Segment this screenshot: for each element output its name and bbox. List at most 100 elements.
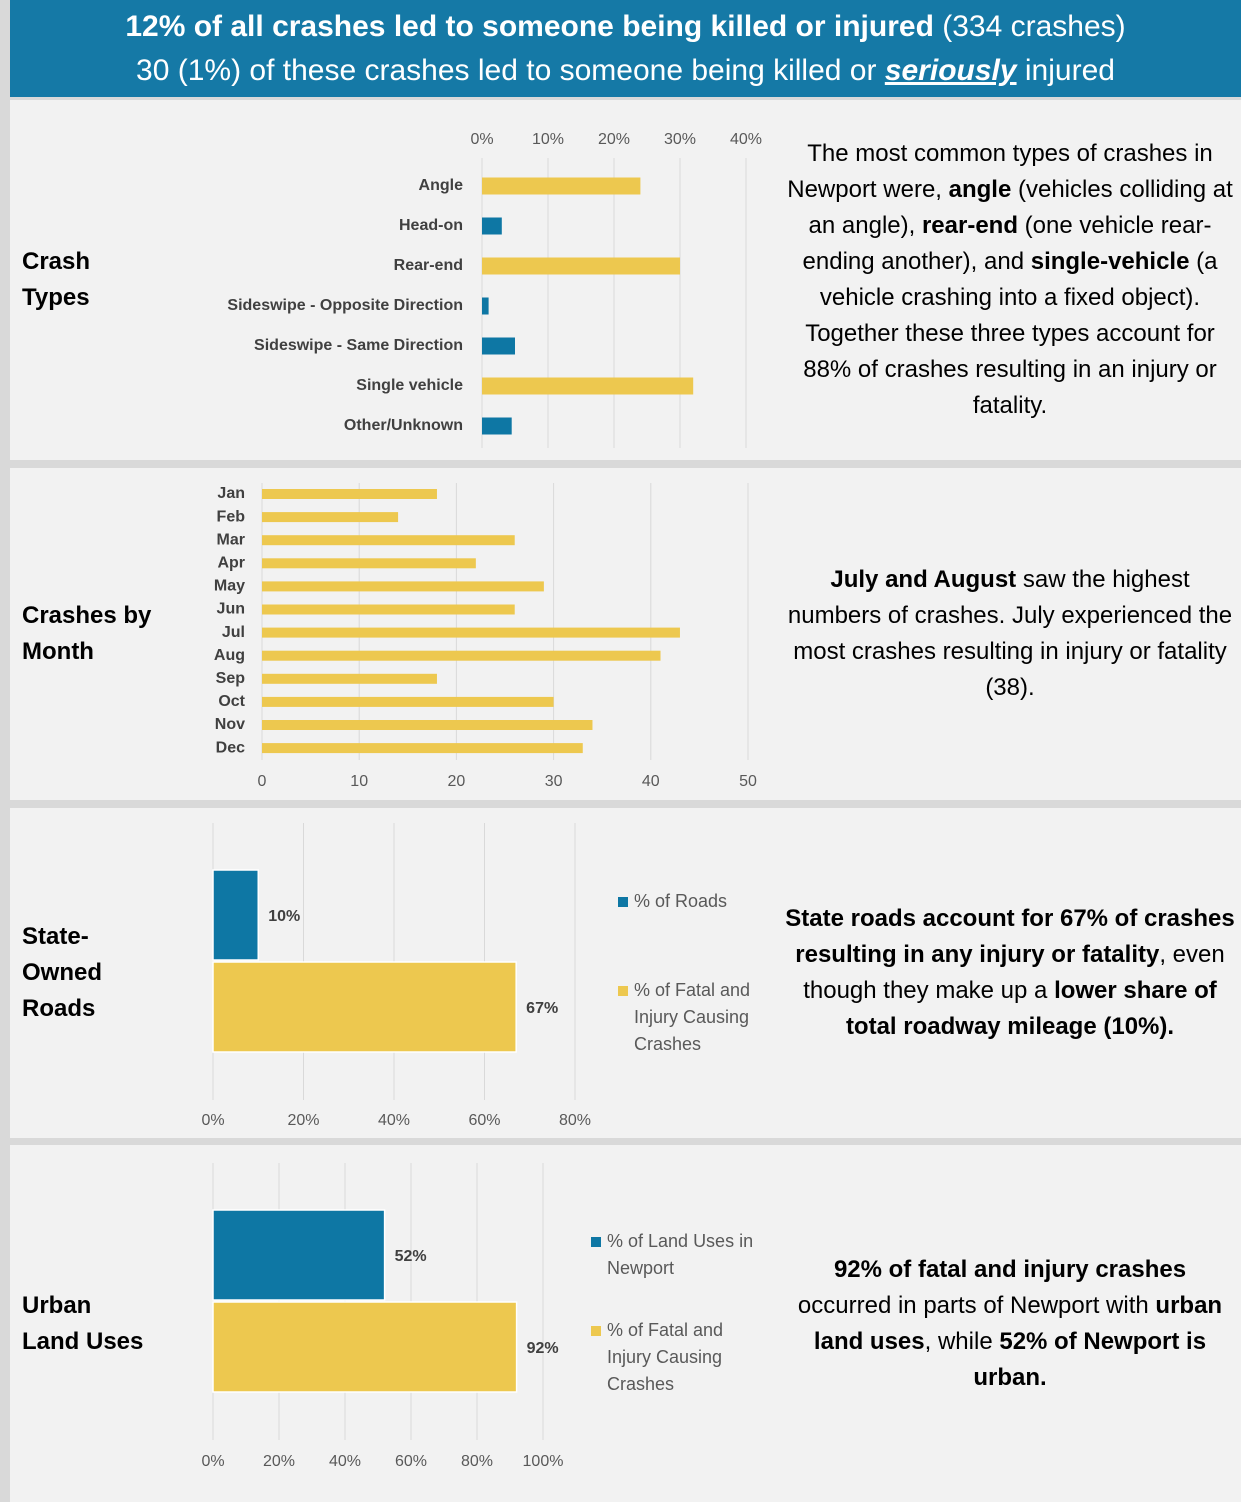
text-run: (vehicles colliding at an angle), (808, 176, 1233, 239)
bar (212, 1301, 518, 1393)
bar (262, 558, 476, 569)
section-text: July and August saw the highest numbers … (785, 468, 1235, 800)
y-tick-label: Aug (214, 647, 245, 664)
legend-swatch (618, 897, 628, 907)
label-line: Month (22, 638, 94, 665)
text-run: 30 (1%) of these crashes led to someone … (136, 54, 885, 87)
label-line: Roads (22, 995, 96, 1022)
label-line: Crashes by (22, 602, 152, 629)
y-tick-label: Other/Unknown (344, 417, 463, 434)
bar (482, 377, 694, 395)
text-run: occurred in parts of Newport with (797, 1291, 1156, 1319)
x-tick-label: 40% (730, 131, 762, 148)
section-label: Crash Types (22, 100, 90, 460)
y-tick-label: Mar (217, 531, 245, 548)
text-run: The most common types of crashes in Newp… (787, 140, 1213, 203)
bar (262, 673, 437, 684)
x-tick-label: 60% (395, 1453, 427, 1470)
text-run: 52% of Newport is urban. (973, 1327, 1207, 1391)
bar (482, 417, 512, 435)
legend-swatch (591, 1237, 601, 1247)
value-label: 10% (268, 908, 300, 925)
bar (212, 961, 517, 1053)
x-tick-label: 40% (378, 1112, 410, 1129)
x-tick-label: 60% (468, 1112, 500, 1129)
x-tick-label: 20% (598, 131, 630, 148)
y-tick-label: Sideswipe - Same Direction (254, 337, 463, 354)
section: Urban Land Uses 92% of fatal and injury cr… (10, 1145, 1241, 1502)
x-tick-label: 40 (642, 773, 660, 790)
y-tick-label: Jul (222, 624, 245, 641)
y-tick-label: Single vehicle (356, 377, 463, 394)
label-line: Types (22, 284, 90, 311)
text-run: Together these three types account for 8… (803, 320, 1217, 419)
y-tick-label: Sideswipe - Opposite Direction (227, 297, 463, 314)
text-run: saw the highest numbers of crashes. July… (787, 566, 1233, 701)
bar (482, 177, 641, 195)
y-tick-label: Dec (216, 739, 245, 756)
legend-item: % of Fatal and Injury Causing Crashes (591, 1317, 771, 1398)
y-tick-label: Nov (215, 716, 245, 733)
text-run: , even though they make up a (803, 941, 1225, 1004)
bar (262, 720, 593, 730)
label-line: Crash (22, 248, 91, 275)
x-tick-label: 30 (545, 773, 563, 790)
x-tick-label: 0% (201, 1453, 224, 1470)
x-tick-label: 20 (448, 773, 466, 790)
text-run: single-vehicle (1030, 248, 1190, 275)
x-tick-label: 0 (258, 773, 267, 790)
bar (262, 512, 399, 523)
bar (262, 627, 680, 638)
legend-label: % of Fatal and Injury Causing Crashes (634, 980, 751, 1054)
bar (262, 696, 554, 707)
bar (482, 257, 680, 275)
x-tick-label: 0% (470, 131, 493, 148)
bar (482, 337, 515, 355)
text-run: (a vehicle crashing into a fixed object)… (819, 248, 1218, 311)
x-tick-label: 20% (287, 1112, 319, 1129)
legend-item: % of Land Uses in Newport (591, 1228, 771, 1282)
section-label: State- Owned Roads (22, 808, 102, 1138)
label-line: State- (22, 923, 89, 950)
y-tick-label: Jun (217, 601, 245, 618)
y-tick-label: Jan (217, 485, 245, 502)
paragraph: The most common types of crashes in Newp… (785, 136, 1235, 316)
value-label: 92% (527, 1340, 559, 1357)
section-text: 92% of fatal and injury crashes occurred… (785, 1145, 1235, 1502)
x-tick-label: 0% (201, 1112, 224, 1129)
section: Crash Types The most common types of crash… (10, 100, 1241, 460)
legend-swatch (618, 986, 628, 996)
legend-label: % of Fatal and Injury Causing Crashes (607, 1320, 724, 1394)
x-tick-label: 80% (461, 1453, 493, 1470)
text-run: rear-end (921, 212, 1019, 239)
section-label: Urban Land Uses (22, 1145, 143, 1502)
bar (482, 217, 502, 235)
x-tick-label: 10 (350, 773, 368, 790)
paragraph: 92% of fatal and injury crashes occurred… (785, 1252, 1235, 1396)
section-label: Crashes by Month (22, 468, 151, 800)
bar (262, 581, 544, 592)
text-run: (334 crashes) (933, 10, 1126, 43)
section-text: The most common types of crashes in Newp… (785, 100, 1235, 460)
value-label: 52% (395, 1248, 427, 1265)
x-tick-label: 50 (739, 773, 757, 790)
bar (262, 604, 515, 615)
header-line: 30 (1%) of these crashes led to someone … (10, 49, 1241, 93)
label-line: Land Uses (22, 1327, 144, 1355)
text-run: (one vehicle rear-ending another), and (802, 212, 1212, 275)
x-tick-label: 40% (329, 1453, 361, 1470)
header: 12% of all crashes led to someone being … (10, 0, 1241, 97)
x-tick-label: 10% (532, 131, 564, 148)
x-tick-label: 30% (664, 131, 696, 148)
value-label: 67% (526, 1000, 558, 1017)
text-run: lower share of total roadway mileage (10… (845, 977, 1217, 1040)
text-run: angle (948, 176, 1012, 203)
bar (212, 1209, 386, 1301)
y-tick-label: Angle (419, 177, 464, 194)
y-tick-label: May (214, 578, 245, 595)
header-line: 12% of all crashes led to someone being … (10, 5, 1241, 49)
legend-item: % of Fatal and Injury Causing Crashes (618, 977, 768, 1058)
bar (262, 535, 515, 546)
bar (212, 869, 259, 961)
